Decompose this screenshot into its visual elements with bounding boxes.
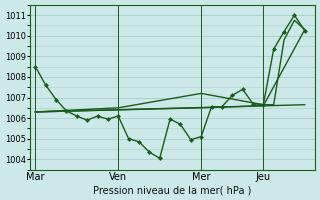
X-axis label: Pression niveau de la mer( hPa ): Pression niveau de la mer( hPa ) <box>93 185 252 195</box>
